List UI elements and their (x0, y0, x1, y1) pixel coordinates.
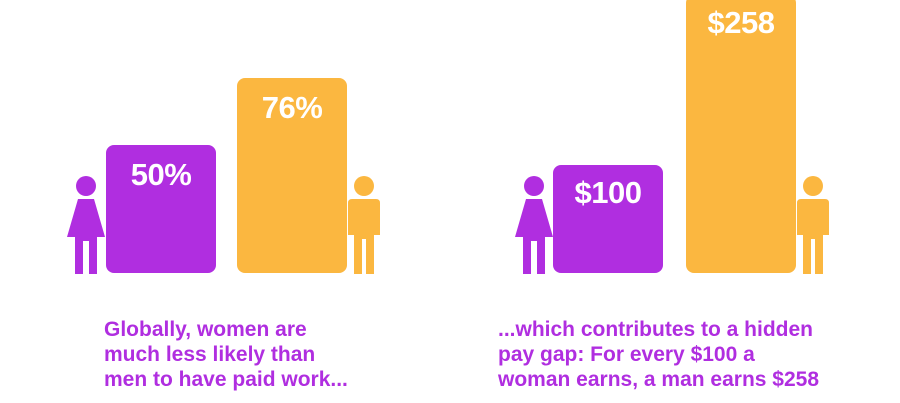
bar-label: $100 (574, 175, 642, 211)
bar-men: $258 (686, 0, 796, 273)
caption-pay-gap: ...which contributes to a hidden pay gap… (498, 318, 819, 391)
man-icon (797, 176, 829, 274)
caption-paid-work: Globally, women are much less likely tha… (104, 318, 348, 391)
bar-women: 50% (106, 144, 216, 273)
man-icon (348, 176, 380, 274)
woman-icon (515, 176, 553, 274)
chart-pay-gap: $100 $258 ...which contributes to a hidd… (450, 0, 900, 403)
bar-men: 76% (237, 78, 347, 273)
chart-paid-work: 50% 76% Globally, women are much less li… (67, 78, 380, 391)
bar-women: $100 (553, 165, 663, 273)
bar-label: 50% (130, 156, 192, 192)
woman-icon (67, 176, 105, 274)
bar-label: $258 (707, 5, 775, 40)
bar-label: 76% (261, 90, 323, 125)
